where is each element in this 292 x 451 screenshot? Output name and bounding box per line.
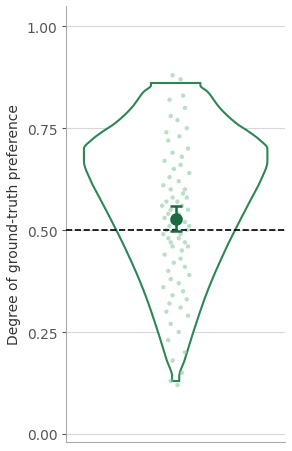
Point <box>178 215 183 222</box>
Point <box>166 235 171 242</box>
Point <box>182 105 187 112</box>
Point <box>181 288 185 295</box>
Point <box>177 133 182 141</box>
Point <box>180 247 184 254</box>
Point <box>182 186 187 193</box>
Point <box>175 198 180 206</box>
Point <box>164 308 169 316</box>
Point <box>166 267 171 275</box>
Point <box>175 382 180 389</box>
Point <box>180 202 184 210</box>
Point <box>176 329 181 336</box>
Point <box>178 255 183 262</box>
Point <box>166 138 171 145</box>
Point <box>161 284 166 291</box>
Point <box>166 337 171 344</box>
Point <box>178 162 183 169</box>
Point <box>161 182 166 189</box>
Polygon shape <box>84 84 267 381</box>
Point <box>166 211 171 218</box>
Point <box>164 129 169 137</box>
Point <box>178 77 183 84</box>
Point <box>175 117 180 124</box>
Point <box>176 178 181 185</box>
Point <box>167 300 172 308</box>
Point <box>161 231 166 238</box>
Point <box>171 227 176 234</box>
Point <box>168 207 173 214</box>
Point <box>186 146 190 153</box>
Point <box>170 292 175 299</box>
Point <box>164 227 169 234</box>
Point <box>167 97 172 104</box>
Point <box>187 170 192 177</box>
Point <box>168 113 173 120</box>
Point <box>178 231 183 238</box>
Point <box>182 219 187 226</box>
Point <box>182 239 187 246</box>
Point <box>185 194 189 202</box>
Point <box>171 259 176 267</box>
Point <box>186 207 190 214</box>
Point <box>182 263 187 271</box>
Point <box>162 251 167 258</box>
Point <box>176 211 181 218</box>
Point <box>171 166 176 173</box>
Point <box>180 154 184 161</box>
Point <box>180 369 184 377</box>
Point <box>170 357 175 364</box>
Point <box>168 321 173 328</box>
Point <box>182 349 187 356</box>
Point <box>185 125 189 133</box>
Y-axis label: Degree of ground-truth preference: Degree of ground-truth preference <box>7 104 21 345</box>
Point <box>168 186 173 193</box>
Point <box>185 296 189 304</box>
Point <box>176 235 181 242</box>
Point <box>170 150 175 157</box>
Point <box>170 73 175 80</box>
Point <box>185 227 189 234</box>
Point <box>168 377 173 385</box>
Point <box>170 243 175 250</box>
Point <box>181 190 185 198</box>
Point <box>178 304 183 312</box>
Point <box>186 243 190 250</box>
Point <box>162 215 167 222</box>
Point <box>186 313 190 320</box>
Point <box>168 239 173 246</box>
Point <box>167 223 172 230</box>
Point <box>181 93 185 100</box>
Point <box>187 223 192 230</box>
Point <box>160 202 164 210</box>
Point <box>167 174 172 181</box>
Point <box>168 276 173 283</box>
Point <box>162 158 167 165</box>
Point <box>170 194 175 202</box>
Point <box>187 272 192 279</box>
Point <box>176 280 181 287</box>
Point <box>170 219 175 226</box>
Point <box>164 198 169 206</box>
